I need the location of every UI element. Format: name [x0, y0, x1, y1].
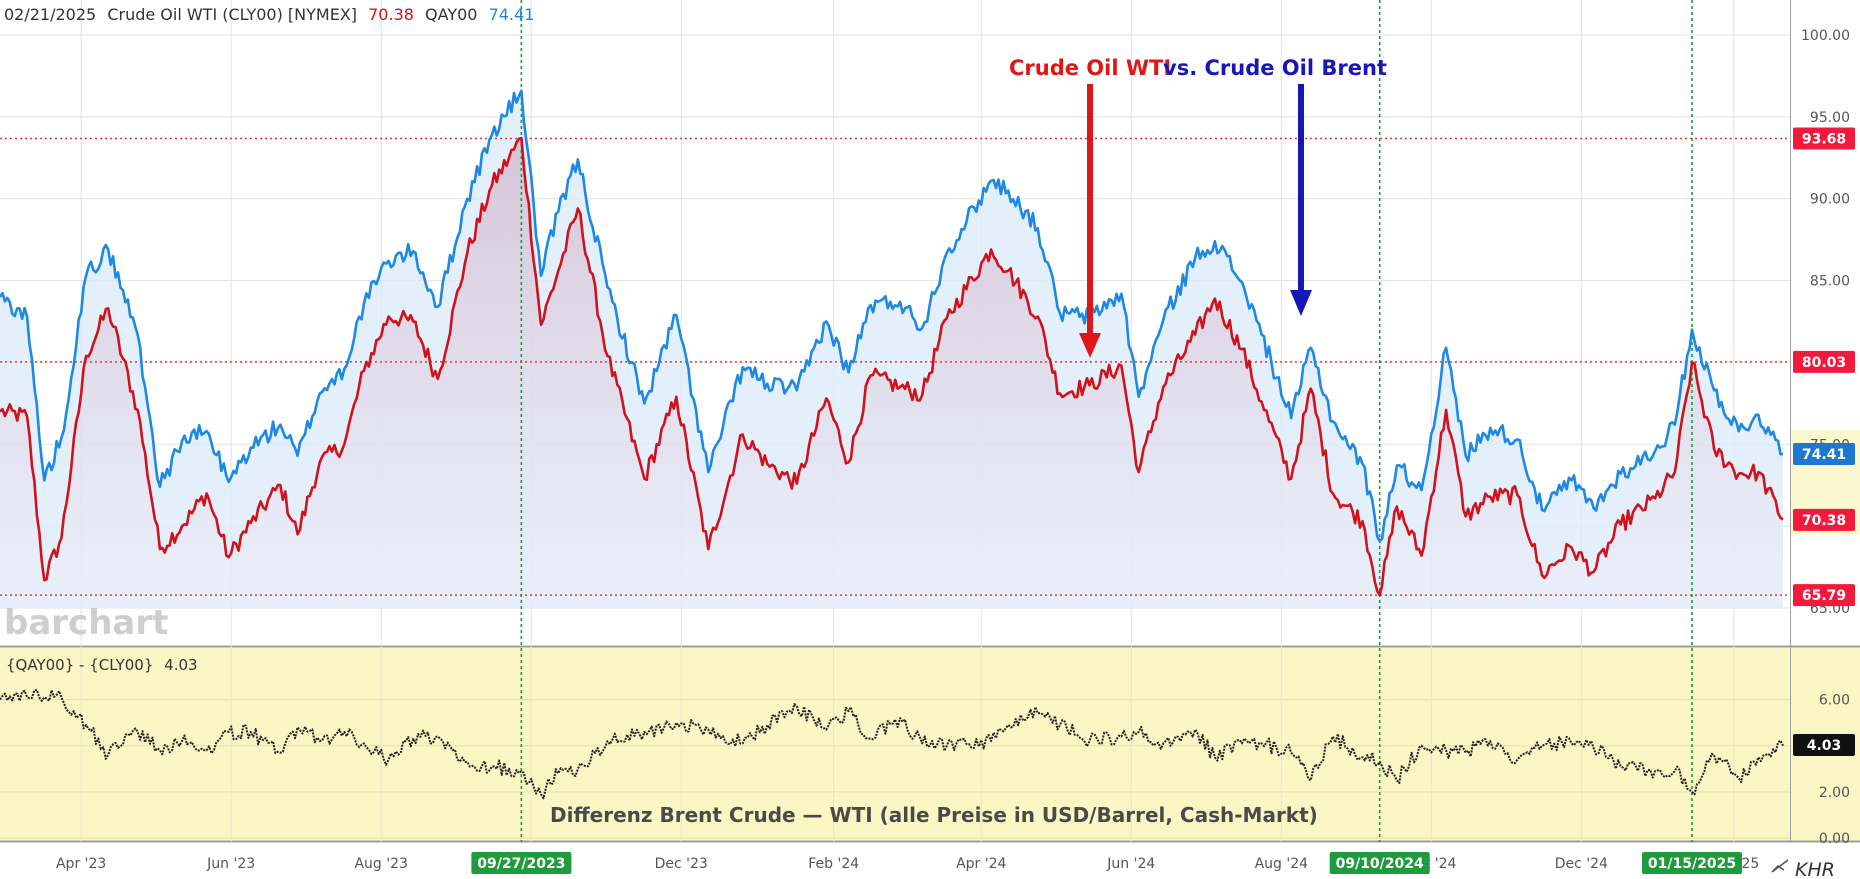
y-tick-label-spread: 6.00 [1819, 693, 1850, 709]
x-tick-label: Dec '23 [655, 856, 708, 872]
y-tick-label-spread: 2.00 [1819, 785, 1850, 801]
spread-label: {QAY00} - {CLY00} [6, 656, 153, 674]
bottom-axis [0, 842, 1860, 879]
x-tick-label: Apr '23 [56, 856, 106, 872]
x-tick-label: Jun '23 [206, 856, 255, 872]
event-badge: 09/27/2023 [471, 852, 572, 874]
ref-badge: 93.68 [1793, 127, 1855, 150]
watermark: barchart [4, 603, 168, 643]
ref-badge: 65.79 [1793, 584, 1855, 607]
spread-last: 4.03 [164, 656, 197, 674]
ref-badge-text: 65.79 [1802, 588, 1846, 604]
y-tick-label: 85.00 [1810, 274, 1850, 290]
signature-text: KHR [1795, 859, 1835, 879]
brent-line [0, 89, 1784, 543]
header-brent-last: 74.41 [489, 5, 535, 24]
event-badge: 01/15/2025 [1642, 852, 1743, 874]
x-tick-label: Aug '24 [1255, 856, 1309, 872]
event-badge-bg [1642, 852, 1743, 874]
ref-badge-bg [1793, 350, 1855, 373]
reference-lines [0, 137, 1790, 596]
spread-panel-label: {QAY00} - {CLY00} 4.03 [6, 656, 198, 674]
last-badge: 70.38 [1793, 508, 1855, 531]
arrow-brent [1290, 84, 1312, 316]
right-axis-price [1790, 0, 1860, 646]
spread-series [0, 689, 1784, 800]
header-wti-last: 70.38 [368, 5, 414, 24]
header-brent-symbol: QAY00 [425, 5, 477, 24]
ref-badge-text: 93.68 [1802, 131, 1846, 147]
header-date: 02/21/2025 [4, 5, 96, 24]
signature: KHR [1771, 859, 1835, 879]
value-badges: 93.68 80.03 65.79 74.41 70.38 4.03 09/27/2023 0… [471, 127, 1855, 874]
spread-line [0, 689, 1784, 800]
last-badge-bg [1793, 442, 1855, 465]
price-area-fills [0, 90, 1783, 608]
x-tick-label: Aug '23 [354, 856, 407, 872]
pen-icon [1771, 859, 1789, 873]
y-tick-label: 90.00 [1810, 192, 1850, 208]
x-tick-label: Feb '24 [808, 856, 859, 872]
wti-line [0, 136, 1784, 597]
y-tick-label-spread: 0.00 [1819, 831, 1850, 847]
header-line: 02/21/2025 Crude Oil WTI (CLY00) [NYMEX]… [4, 5, 534, 24]
spread-caption: Differenz Brent Crude — WTI (alle Preise… [550, 803, 1318, 827]
event-badge-text: 09/27/2023 [477, 856, 565, 872]
last-badge-bg [1793, 508, 1855, 531]
event-badge: 09/10/2024 [1329, 852, 1430, 874]
wti-area [0, 138, 1783, 608]
event-badge-text: 01/15/2025 [1648, 856, 1736, 872]
last-badge-text: 74.41 [1802, 447, 1846, 463]
x-tick-label: Jun '24 [1106, 856, 1155, 872]
ref-badge-text: 80.03 [1802, 355, 1846, 371]
y-tick-label: 95.00 [1810, 110, 1850, 126]
arrow-wti [1079, 84, 1101, 358]
annotation-brent: vs. Crude Oil Brent [1163, 56, 1387, 80]
event-badge-bg [471, 852, 572, 874]
annotation-wti: Crude Oil WTI [1009, 56, 1171, 80]
spread-last-badge-text: 4.03 [1807, 738, 1842, 754]
x-tick-label: Apr '24 [956, 856, 1006, 872]
y-tick-label: 100.00 [1801, 28, 1850, 44]
last-badge: 74.41 [1793, 442, 1855, 465]
spread-last-badge: 4.03 [1793, 734, 1855, 757]
event-badge-text: 09/10/2024 [1336, 856, 1424, 872]
spread-last-badge-bg [1793, 734, 1855, 757]
last-badge-text: 70.38 [1802, 513, 1846, 529]
header-name: Crude Oil WTI (CLY00) [NYMEX] [107, 5, 357, 24]
event-badge-bg [1329, 852, 1430, 874]
ref-badge-bg [1793, 584, 1855, 607]
x-tick-label: Dec '24 [1555, 856, 1608, 872]
series-lines [0, 89, 1784, 597]
ref-badge: 80.03 [1793, 350, 1855, 373]
ref-badge-bg [1793, 127, 1855, 150]
